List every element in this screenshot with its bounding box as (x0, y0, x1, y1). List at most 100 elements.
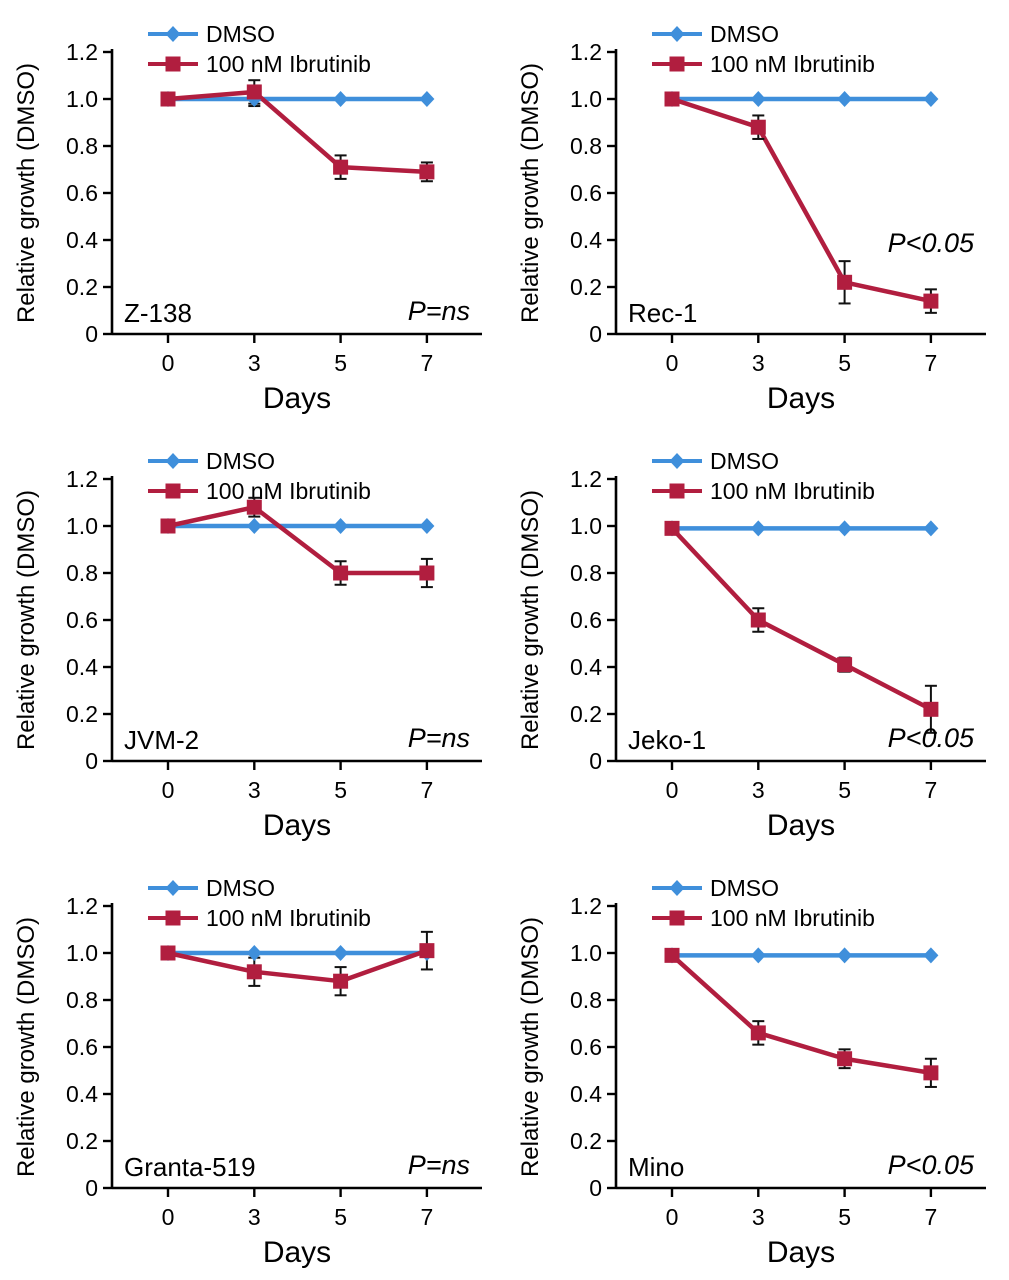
data-marker-dmso (750, 91, 766, 107)
y-tick-label: 1.2 (66, 466, 98, 492)
data-marker-ibrutinib (333, 565, 349, 581)
y-tick-label: 0.8 (570, 560, 602, 586)
y-tick-label: 0 (589, 748, 602, 774)
chart-svg: 0 0.2 0.4 0.6 0.8 1.0 1.2 0 3 5 7 Relative growth (… (517, 448, 986, 842)
x-tick-label: 0 (666, 1204, 679, 1230)
y-tick-label: 0.4 (66, 227, 98, 253)
y-axis-title: Relative growth (DMSO) (517, 917, 544, 1177)
chart-svg: 0 0.2 0.4 0.6 0.8 1.0 1.2 0 3 5 7 Relative growth (… (517, 21, 986, 415)
legend-marker (669, 483, 685, 499)
legend-label: DMSO (206, 875, 275, 901)
x-tick-label: 0 (162, 777, 175, 803)
data-marker-ibrutinib (837, 1051, 853, 1067)
legend-label: 100 nM Ibrutinib (206, 478, 371, 504)
y-tick-label: 0.8 (570, 987, 602, 1013)
x-tick-label: 3 (248, 350, 261, 376)
y-tick-label: 1.2 (570, 466, 602, 492)
data-marker-dmso (923, 947, 939, 964)
x-tick-label: 3 (752, 777, 765, 803)
x-axis-title: Days (767, 809, 835, 842)
data-marker-ibrutinib (750, 612, 766, 628)
series-line-ibrutinib (669, 953, 934, 1076)
x-tick-label: 3 (248, 777, 261, 803)
data-marker-dmso (246, 945, 262, 961)
y-axis-title: Relative growth (DMSO) (13, 917, 40, 1177)
y-tick-label: 0 (589, 1175, 602, 1201)
data-marker-ibrutinib (923, 701, 939, 717)
data-marker-ibrutinib (160, 518, 176, 534)
legend-label: 100 nM Ibrutinib (710, 905, 875, 931)
p-value-label: P<0.05 (888, 723, 975, 753)
x-tick-label: 7 (925, 777, 938, 803)
data-marker-dmso (750, 947, 766, 964)
y-tick-label: 0.2 (66, 701, 98, 727)
x-tick-label: 7 (925, 350, 938, 376)
series-line-ibrutinib (165, 89, 430, 175)
x-tick-label: 3 (752, 350, 765, 376)
x-tick-label: 5 (838, 1204, 851, 1230)
x-axis-title: Days (767, 382, 835, 415)
data-marker-ibrutinib (923, 1065, 939, 1081)
series-line-ibrutinib (669, 526, 934, 712)
data-marker-ibrutinib (419, 565, 435, 581)
legend-marker (165, 880, 181, 896)
data-marker-dmso (333, 518, 349, 534)
x-tick-label: 0 (666, 350, 679, 376)
data-marker-ibrutinib (246, 84, 262, 100)
legend-label: 100 nM Ibrutinib (206, 905, 371, 931)
y-tick-label: 0.2 (66, 1128, 98, 1154)
data-marker-dmso (923, 91, 939, 107)
x-tick-label: 5 (838, 777, 851, 803)
x-axis-title: Days (263, 1236, 331, 1269)
data-marker-dmso (419, 91, 435, 107)
panel-rec1: 0 0.2 0.4 0.6 0.8 1.0 1.2 0 3 5 7 Relative growth (… (504, 0, 1008, 426)
data-marker-dmso (923, 520, 939, 537)
y-tick-label: 0.4 (66, 1081, 98, 1107)
legend-marker (165, 56, 181, 72)
data-marker-ibrutinib (419, 164, 435, 180)
y-tick-label: 0.8 (66, 560, 98, 586)
y-axis-title: Relative growth (DMSO) (13, 490, 40, 750)
data-marker-ibrutinib (750, 1025, 766, 1041)
data-marker-dmso (837, 91, 853, 107)
y-tick-label: 0.6 (66, 180, 98, 206)
data-marker-ibrutinib (419, 943, 435, 959)
x-tick-label: 7 (925, 1204, 938, 1230)
y-tick-label: 0.2 (570, 274, 602, 300)
x-tick-label: 0 (162, 1204, 175, 1230)
legend-label: 100 nM Ibrutinib (206, 51, 371, 77)
y-tick-label: 0.2 (66, 274, 98, 300)
y-tick-label: 0.6 (570, 180, 602, 206)
data-marker-dmso (419, 518, 435, 534)
data-marker-ibrutinib (333, 159, 349, 175)
panel-mino: 0 0.2 0.4 0.6 0.8 1.0 1.2 0 3 5 7 Relative growth (… (504, 854, 1008, 1280)
y-tick-label: 1.0 (570, 940, 602, 966)
y-tick-label: 0.2 (570, 1128, 602, 1154)
data-marker-dmso (837, 947, 853, 964)
chart-svg: 0 0.2 0.4 0.6 0.8 1.0 1.2 0 3 5 7 Relative growth (… (13, 875, 482, 1269)
x-tick-label: 0 (162, 350, 175, 376)
legend-marker (165, 910, 181, 926)
panel-jvm2: 0 0.2 0.4 0.6 0.8 1.0 1.2 0 3 5 7 Relative growth (… (0, 427, 504, 853)
y-tick-label: 0.4 (66, 654, 98, 680)
series-line-ibrutinib (165, 948, 430, 984)
p-value-label: P<0.05 (888, 1150, 975, 1180)
legend-marker (669, 453, 685, 469)
legend-marker (165, 26, 181, 42)
data-marker-dmso (246, 518, 262, 534)
chart-svg: 0 0.2 0.4 0.6 0.8 1.0 1.2 0 3 5 7 Relative growth (… (13, 21, 482, 415)
y-tick-label: 0 (589, 321, 602, 347)
panel-granta519: 0 0.2 0.4 0.6 0.8 1.0 1.2 0 3 5 7 Relative growth (… (0, 854, 504, 1280)
y-tick-label: 0.6 (570, 1034, 602, 1060)
data-marker-ibrutinib (333, 973, 349, 989)
p-value-label: P=ns (408, 723, 470, 753)
data-marker-ibrutinib (246, 964, 262, 980)
p-value-label: P<0.05 (888, 228, 975, 258)
data-marker-ibrutinib (837, 274, 853, 290)
y-tick-label: 0 (85, 321, 98, 347)
x-tick-label: 5 (334, 1204, 347, 1230)
legend-marker (669, 910, 685, 926)
y-tick-label: 1.0 (570, 86, 602, 112)
legend-marker (165, 453, 181, 469)
